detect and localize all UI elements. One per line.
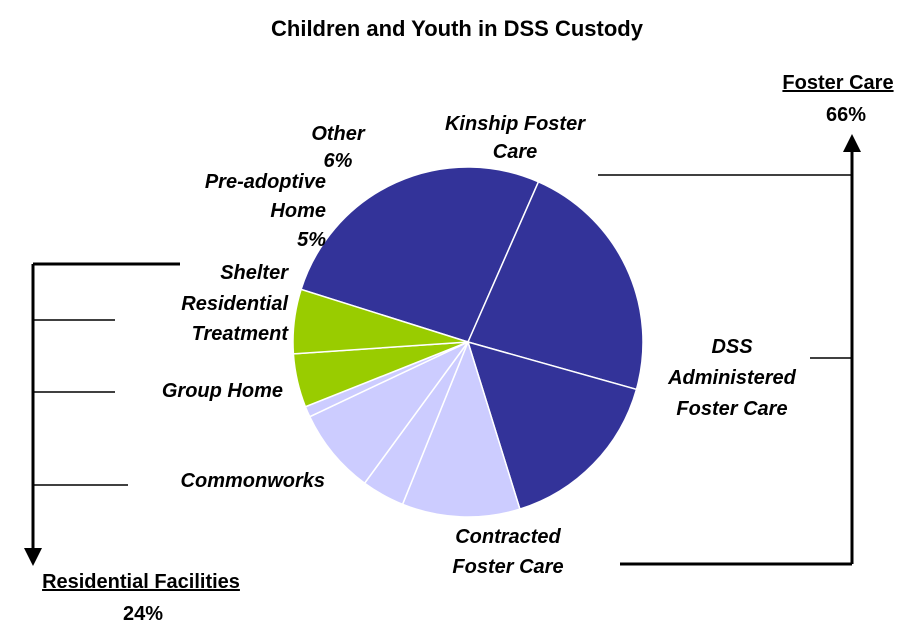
group-label-residential-facilities: Residential Facilities — [42, 571, 240, 593]
slice-label-shelter: Shelter — [220, 262, 289, 284]
slice-label-other: Other 6% — [311, 123, 366, 172]
pie-slice-contracted-foster-care — [466, 340, 638, 511]
group-value-residential-facilities: 24% — [123, 603, 163, 625]
pie-slice-dss-administered-foster-care — [466, 180, 644, 391]
arrow-down-icon — [24, 548, 42, 566]
chart-title: Children and Youth in DSS Custody — [271, 16, 643, 41]
pie-slice-other — [292, 288, 469, 355]
slice-label-group-home: Group Home — [162, 380, 283, 402]
slice-label-dss-administered-foster-care: DSS Administered Foster Care — [667, 336, 797, 420]
arrow-up-icon — [843, 134, 861, 152]
slice-label-contracted-foster-care: Contracted Foster Care — [452, 526, 563, 578]
pie-slice-kinship-foster-care — [300, 166, 540, 343]
pie-slice-commonworks — [401, 339, 521, 518]
slice-label-residential-treatment: Residential Treatment — [181, 293, 289, 345]
group-value-foster-care: 66% — [826, 104, 866, 126]
slice-label-commonworks: Commonworks — [181, 470, 325, 492]
slice-label-kinship-foster-care: Kinship Foster Care — [445, 113, 586, 163]
group-brackets: Foster Care 66% Residential Facilities 24% — [24, 72, 894, 625]
group-label-foster-care: Foster Care — [782, 72, 893, 94]
slice-label-pre-adoptive-home: Pre-adoptive Home 5% — [205, 171, 326, 251]
